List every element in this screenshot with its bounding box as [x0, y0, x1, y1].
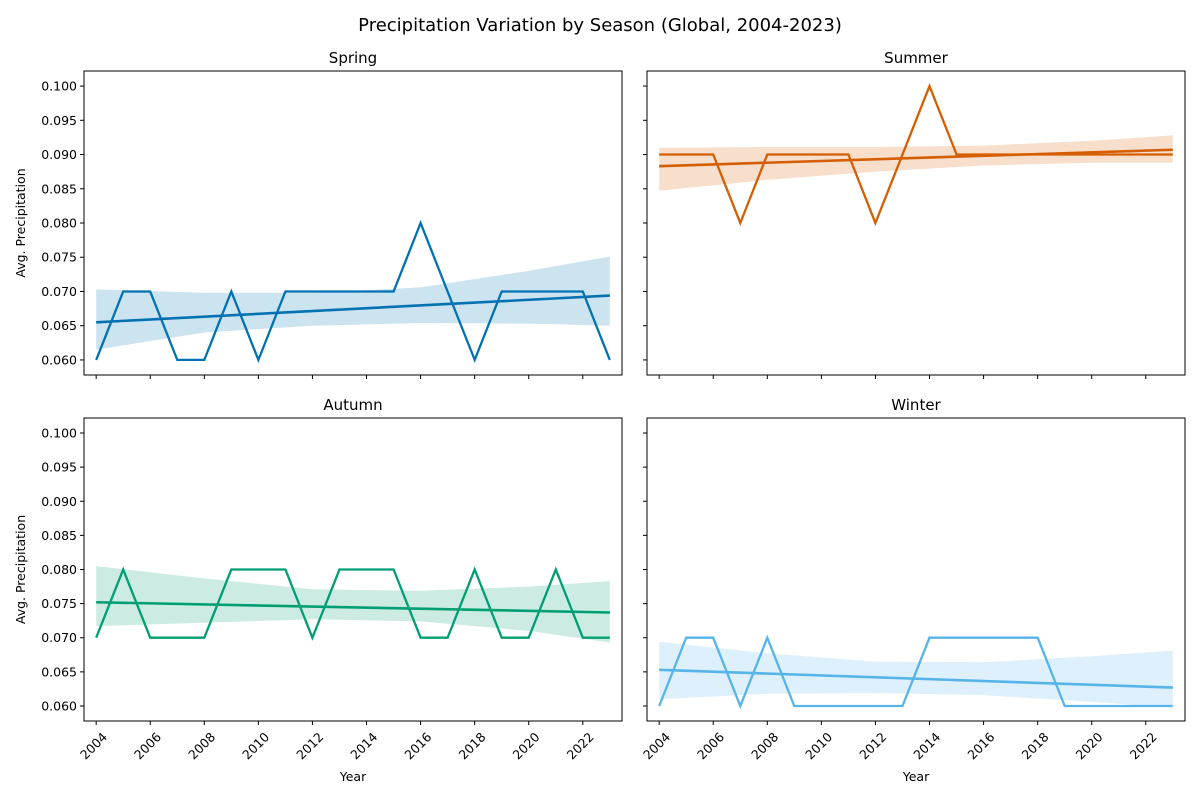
x-tick-label: 2004	[640, 729, 673, 762]
y-axis-label: Avg. Precipitation	[13, 168, 28, 277]
x-tick-label: 2008	[748, 729, 781, 762]
y-tick-label: 0.085	[41, 181, 77, 196]
y-tick-label: 0.080	[41, 216, 77, 231]
y-tick-label: 0.100	[41, 79, 77, 94]
x-tick-label: 2018	[1018, 729, 1051, 762]
trend-line	[96, 600, 610, 614]
x-tick-label: 2012	[856, 729, 889, 762]
x-tick-label: 2014	[347, 729, 380, 762]
subplot-autumn: Autumn 0.060 0.065 0.070 0.075 0.080 0.085 0.09…	[13, 396, 623, 784]
x-tick-label: 2020	[510, 729, 543, 762]
subplot-title: Winter	[891, 396, 941, 414]
trend-line	[659, 668, 1173, 689]
y-tick-label: 0.090	[41, 147, 77, 162]
x-tick-label: 2014	[910, 729, 943, 762]
trend-line	[659, 148, 1173, 168]
y-tick-label: 0.065	[41, 318, 77, 333]
x-tick-label: 2022	[564, 729, 597, 762]
subplot-title: Spring	[329, 49, 377, 67]
y-tick-label: 0.070	[41, 284, 77, 299]
y-tick-label: 0.060	[41, 698, 77, 713]
y-tick-label: 0.065	[41, 664, 77, 679]
axes-frame	[646, 70, 1186, 376]
subplot-winter: Winter 2004 2006 2008 2010 2012 2014 2016 2018 20…	[640, 396, 1186, 784]
y-tick-label: 0.060	[41, 352, 77, 367]
x-tick-label: 2020	[1073, 729, 1106, 762]
subplot-title: Autumn	[323, 396, 382, 414]
x-tick-label: 2008	[185, 729, 218, 762]
x-tick-label: 2006	[131, 729, 164, 762]
x-tick-label: 2004	[77, 729, 110, 762]
x-tick-label: 2010	[802, 729, 835, 762]
series-line	[95, 566, 610, 641]
y-tick-label: 0.070	[41, 630, 77, 645]
y-tick-label: 0.095	[41, 113, 77, 128]
x-tick-label: 2016	[964, 729, 997, 762]
x-tick-label: 2018	[455, 729, 488, 762]
series-line	[658, 634, 1173, 710]
series-line	[95, 219, 611, 364]
y-tick-label: 0.080	[41, 562, 77, 577]
series-line	[659, 82, 1173, 227]
confidence-band	[659, 135, 1173, 191]
figure-title: Precipitation Variation by Season (Globa…	[358, 15, 842, 36]
y-tick-label: 0.090	[41, 494, 77, 509]
y-tick-label: 0.075	[41, 596, 77, 611]
y-tick-label: 0.100	[41, 426, 77, 441]
y-tick-label: 0.075	[41, 250, 77, 265]
x-axis-label: Year	[339, 769, 367, 784]
confidence-band	[96, 256, 610, 350]
subplot-summer: Summer	[643, 49, 1186, 379]
y-tick-label: 0.095	[41, 460, 77, 475]
x-tick-label: 2010	[239, 729, 272, 762]
x-tick-label: 2012	[293, 729, 326, 762]
y-tick-label: 0.085	[41, 528, 77, 543]
x-tick-label: 2022	[1127, 729, 1160, 762]
x-axis-label: Year	[902, 769, 930, 784]
x-tick-label: 2006	[694, 729, 727, 762]
y-axis-label: Avg. Precipitation	[13, 515, 28, 624]
subplot-title: Summer	[884, 49, 948, 67]
subplot-spring: Spring 0.060 0.065 0.070 0.075 0.080 0.085 0.09…	[13, 49, 623, 379]
x-tick-label: 2016	[401, 729, 434, 762]
trend-line	[96, 294, 610, 324]
